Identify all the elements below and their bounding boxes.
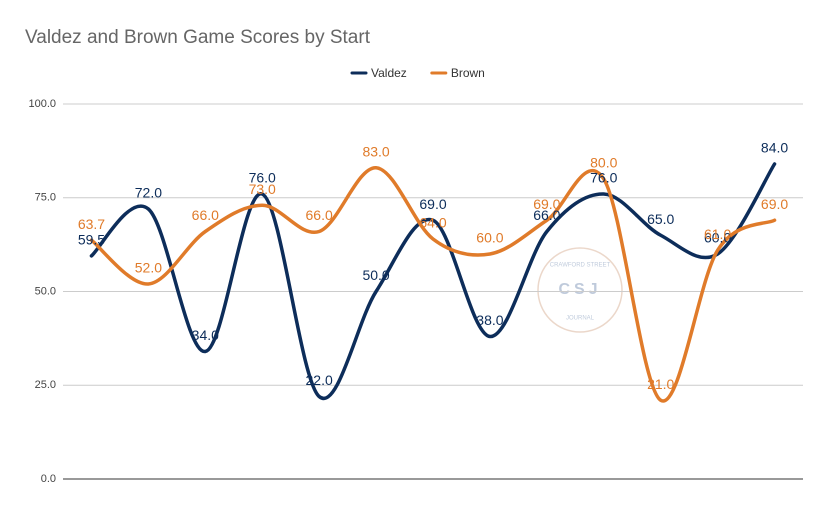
data-label: 72.0 xyxy=(135,185,162,201)
legend-label: Brown xyxy=(451,66,485,80)
legend-label: Valdez xyxy=(371,66,407,80)
data-label: 60.0 xyxy=(476,230,503,246)
y-tick-label: 75.0 xyxy=(35,192,56,204)
watermark-center: CSJ xyxy=(558,281,601,298)
y-tick-label: 100.0 xyxy=(28,98,56,110)
data-label: 66.0 xyxy=(306,207,333,223)
data-label: 59.5 xyxy=(78,232,105,248)
y-tick-label: 25.0 xyxy=(35,379,56,391)
y-tick-label: 0.0 xyxy=(41,473,56,485)
data-label: 80.0 xyxy=(590,155,617,171)
watermark-bottom: JOURNAL xyxy=(566,316,595,322)
data-label: 69.0 xyxy=(419,196,446,212)
data-label: 52.0 xyxy=(135,260,162,276)
data-label: 84.0 xyxy=(761,140,788,156)
data-label: 38.0 xyxy=(476,312,503,328)
data-label: 66.0 xyxy=(533,207,560,223)
chart-title: Valdez and Brown Game Scores by Start xyxy=(25,27,371,48)
y-tick-label: 50.0 xyxy=(35,285,56,297)
series-line xyxy=(89,162,777,401)
series-line xyxy=(89,165,777,403)
data-label: 65.0 xyxy=(647,211,674,227)
data-label: 22.0 xyxy=(306,372,333,388)
data-label: 76.0 xyxy=(249,170,276,186)
data-label: 50.0 xyxy=(362,267,389,283)
data-label: 63.7 xyxy=(78,216,105,232)
data-label: 34.0 xyxy=(192,327,219,343)
data-label: 64.0 xyxy=(419,215,446,231)
data-label: 69.0 xyxy=(761,196,788,212)
watermark-top: CRAWFORD STREET xyxy=(550,263,611,269)
data-label: 21.0 xyxy=(647,376,674,392)
data-label: 60.0 xyxy=(704,230,731,246)
data-label: 73.0 xyxy=(249,181,276,197)
watermark: CRAWFORD STREET CSJ JOURNAL xyxy=(537,247,623,333)
watermark-ring xyxy=(537,247,623,333)
data-label: 83.0 xyxy=(362,143,389,159)
data-label: 61.0 xyxy=(704,226,731,242)
data-label: 76.0 xyxy=(590,170,617,186)
data-label: 69.0 xyxy=(533,196,560,212)
data-label: 66.0 xyxy=(192,207,219,223)
